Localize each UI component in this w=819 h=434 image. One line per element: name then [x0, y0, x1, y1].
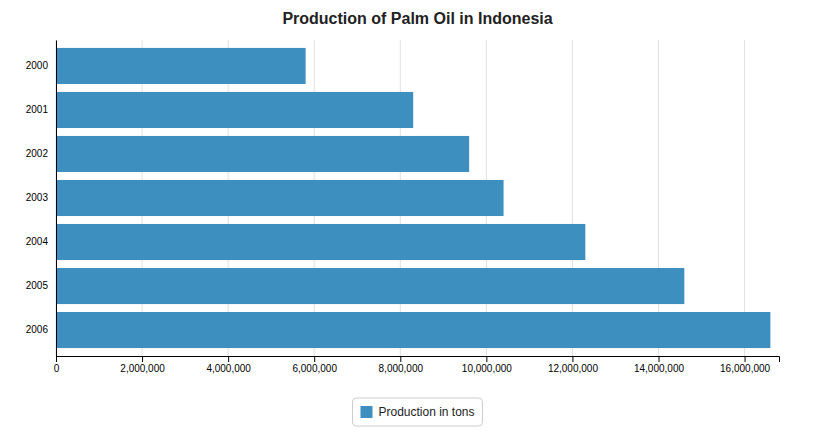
bar — [56, 136, 469, 172]
bar — [56, 180, 504, 216]
grid-line — [572, 40, 573, 356]
x-axis: 0 2,000,000 4,000,000 6,000,000 8,000,000 10,… — [54, 356, 780, 374]
y-tick-label: 2004 — [26, 236, 49, 247]
y-tick: 2003 — [26, 192, 49, 203]
y-tick: 2005 — [26, 280, 49, 291]
bar — [56, 312, 770, 348]
x-tick: 12,000,000 — [548, 356, 598, 374]
y-axis: 2000 2001 2002 2003 2004 2005 2006 — [26, 41, 57, 357]
y-tick-label: 2001 — [26, 104, 49, 115]
x-tick-label: 4,000,000 — [206, 363, 251, 374]
x-tick-label: 2,000,000 — [120, 363, 165, 374]
y-tick-label: 2005 — [26, 280, 49, 291]
y-tick: 2001 — [26, 104, 49, 115]
legend-label: Production in tons — [378, 405, 474, 419]
y-tick-label: 2003 — [26, 192, 49, 203]
legend-item: Production in tons — [360, 405, 474, 419]
grid-line — [744, 40, 745, 356]
x-tick: 16,000,000 — [720, 356, 770, 374]
legend-swatch — [360, 406, 372, 418]
y-axis-line — [56, 41, 57, 357]
x-tick-mark — [142, 356, 143, 362]
grid — [56, 40, 745, 356]
x-tick: 6,000,000 — [292, 356, 337, 374]
x-tick: 0 — [54, 356, 60, 374]
y-tick-label: 2002 — [26, 148, 49, 159]
x-tick: 2,000,000 — [120, 356, 165, 374]
x-tick: 4,000,000 — [206, 356, 251, 374]
chart: 0 2,000,000 4,000,000 6,000,000 8,000,000 10,… — [0, 0, 819, 434]
legend-frame — [352, 398, 482, 426]
grid-line — [658, 40, 659, 356]
x-tick-label: 16,000,000 — [720, 363, 770, 374]
y-tick-label: 2000 — [26, 60, 49, 71]
x-tick-mark — [400, 356, 401, 362]
x-tick-mark — [659, 356, 660, 362]
bar — [56, 268, 684, 304]
x-tick-label: 8,000,000 — [379, 363, 424, 374]
title: Production of Palm Oil in Indonesia — [282, 10, 552, 27]
x-tick: 10,000,000 — [462, 356, 512, 374]
bars — [56, 48, 770, 348]
x-tick-label: 0 — [54, 363, 60, 374]
y-tick: 2004 — [26, 236, 49, 247]
x-tick-mark — [56, 356, 57, 362]
bar — [56, 92, 413, 128]
x-tick-label: 10,000,000 — [462, 363, 512, 374]
grid-line — [56, 40, 57, 356]
x-tick-mark — [314, 356, 315, 362]
x-axis-line — [57, 357, 780, 363]
x-tick-label: 14,000,000 — [634, 363, 684, 374]
x-tick-mark — [228, 356, 229, 362]
bar — [56, 224, 585, 260]
x-tick-label: 6,000,000 — [292, 363, 337, 374]
x-tick: 8,000,000 — [379, 356, 424, 374]
bar — [56, 48, 306, 84]
x-tick: 14,000,000 — [634, 356, 684, 374]
plot: 0 2,000,000 4,000,000 6,000,000 8,000,000 10,… — [26, 40, 780, 374]
x-tick-mark — [572, 356, 573, 362]
x-tick-label: 12,000,000 — [548, 363, 598, 374]
legend: Production in tons — [352, 398, 482, 426]
x-tick-mark — [745, 356, 746, 362]
x-tick-mark — [486, 356, 487, 362]
y-tick: 2006 — [26, 324, 49, 335]
y-tick: 2000 — [26, 60, 49, 71]
y-tick-label: 2006 — [26, 324, 49, 335]
y-tick: 2002 — [26, 148, 49, 159]
